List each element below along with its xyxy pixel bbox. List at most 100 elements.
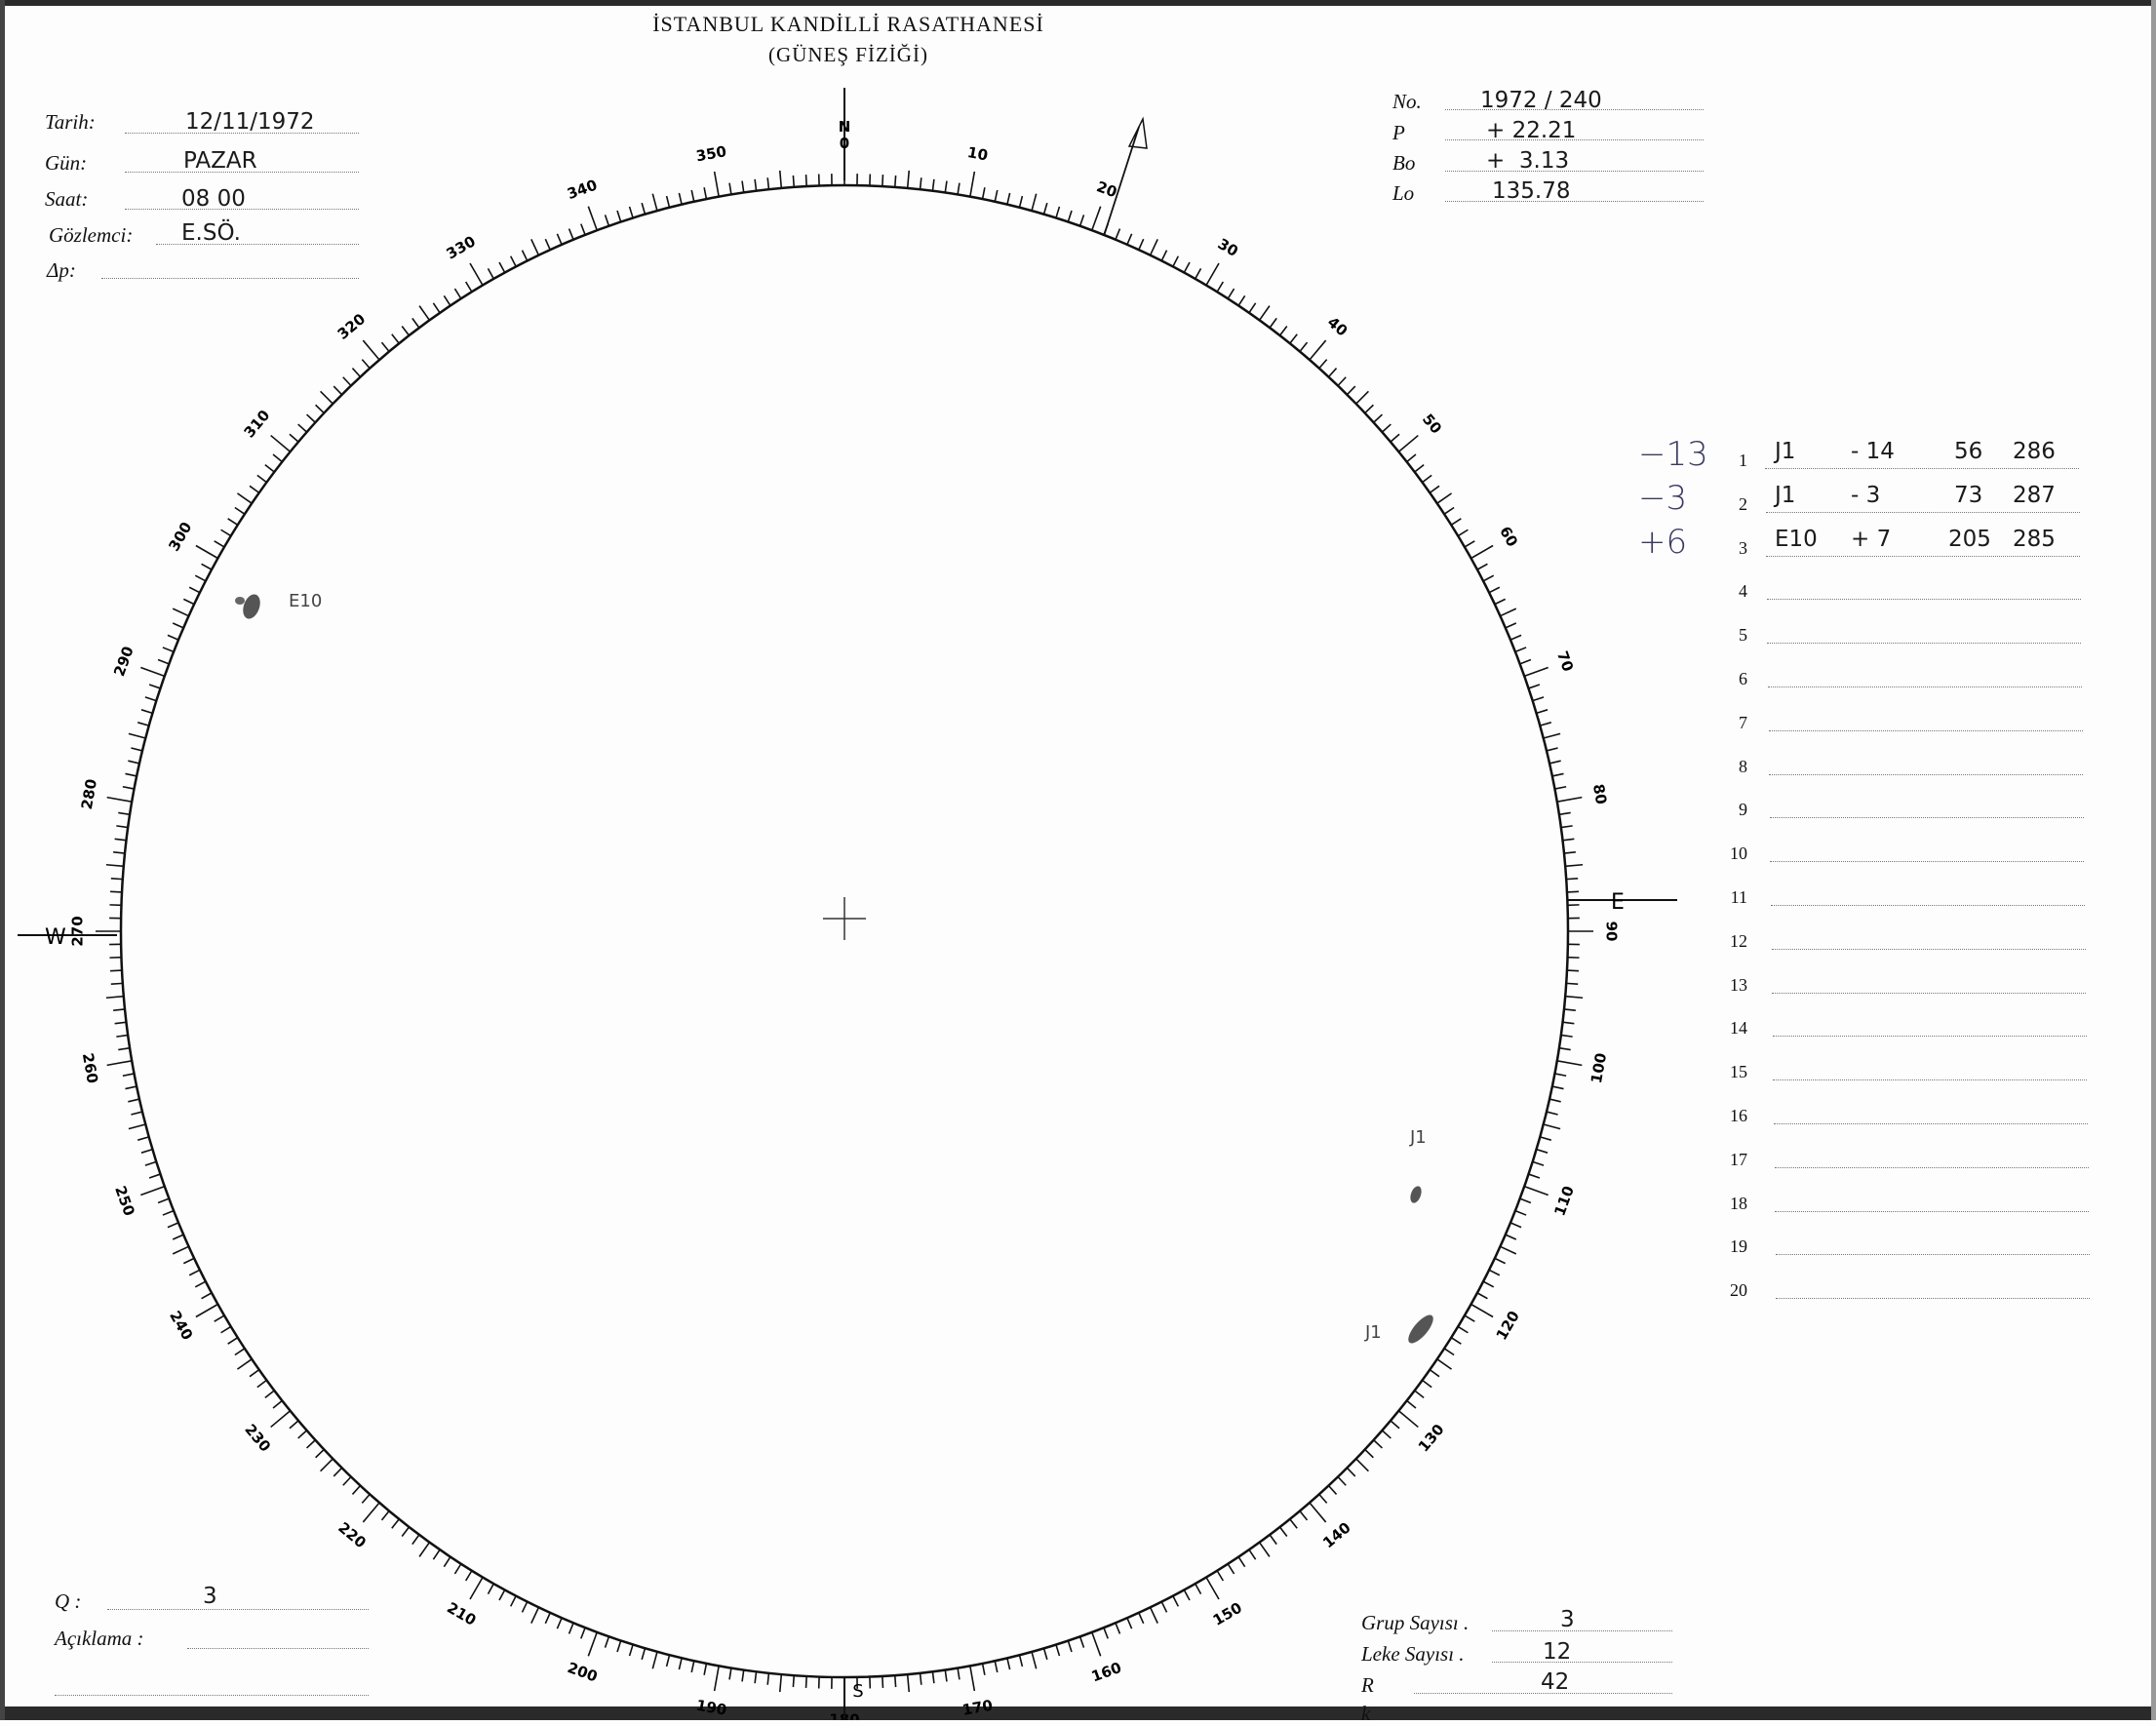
- sunspot-group: J1: [1364, 1312, 1437, 1348]
- spot-count-label: Leke Sayısı .: [1361, 1642, 1465, 1667]
- scale-label-210: 210: [444, 1599, 479, 1629]
- scale-label-130: 130: [1415, 1421, 1448, 1456]
- row-line: [1767, 643, 2081, 644]
- degree-tick: [1564, 1009, 1576, 1010]
- row-number: 19: [1718, 1236, 1747, 1257]
- degree-tick: [1328, 369, 1336, 377]
- degree-tick: [273, 1400, 282, 1408]
- degree-tick: [111, 983, 123, 984]
- degree-tick: [433, 1549, 440, 1559]
- degree-tick: [110, 970, 122, 971]
- degree-tick: [1537, 1150, 1548, 1154]
- group-cmd: 56: [1954, 439, 1982, 464]
- degree-tick: [1415, 1391, 1424, 1397]
- degree-tick: [995, 1661, 997, 1672]
- degree-tick: [189, 1270, 200, 1275]
- degree-tick: [1290, 334, 1297, 343]
- degree-tick: [1451, 519, 1461, 526]
- degree-tick: [290, 1421, 298, 1429]
- scale-label-240: 240: [166, 1308, 196, 1343]
- handwritten-note: +6: [1638, 523, 1687, 562]
- degree-tick: [1520, 660, 1531, 664]
- degree-tick: [321, 1459, 333, 1471]
- degree-tick: [1458, 530, 1468, 535]
- degree-tick: [307, 1440, 316, 1448]
- degree-tick: [343, 377, 351, 386]
- degree-tick: [1228, 289, 1234, 298]
- degree-tick: [1116, 229, 1119, 240]
- degree-tick: [1495, 1258, 1506, 1263]
- degree-tick: [1444, 1349, 1454, 1355]
- degree-tick: [298, 424, 307, 432]
- degree-tick: [196, 1305, 218, 1317]
- degree-tick: [307, 414, 316, 422]
- degree-tick: [1217, 282, 1223, 292]
- group-longitude: 285: [2013, 527, 2056, 552]
- degree-tick: [1260, 1543, 1270, 1557]
- scale-label-140: 140: [1319, 1518, 1354, 1551]
- degree-tick: [1547, 748, 1558, 751]
- description-line-2: [55, 1695, 369, 1696]
- degree-tick: [1020, 1655, 1023, 1667]
- row-line: [1766, 556, 2080, 557]
- degree-tick: [1533, 1161, 1544, 1165]
- degree-tick: [250, 486, 259, 492]
- degree-tick: [704, 187, 706, 199]
- row-number: 4: [1718, 581, 1747, 602]
- degree-tick: [106, 997, 124, 999]
- degree-tick: [1238, 1557, 1245, 1567]
- degree-tick: [125, 773, 137, 775]
- degree-tick: [195, 575, 206, 581]
- degree-tick: [1561, 826, 1573, 828]
- row-number: 16: [1718, 1106, 1747, 1126]
- sunspot-group: J1: [1408, 1127, 1427, 1204]
- degree-tick: [419, 306, 429, 321]
- degree-tick: [237, 1359, 252, 1369]
- degree-tick: [581, 1628, 585, 1638]
- degree-tick: [983, 1664, 985, 1675]
- scale-label-80: 80: [1589, 783, 1610, 806]
- degree-tick: [1391, 434, 1399, 442]
- degree-tick: [1300, 1511, 1308, 1520]
- degree-tick: [1391, 1421, 1399, 1429]
- degree-tick: [1407, 1400, 1416, 1408]
- degree-tick: [1319, 1494, 1327, 1503]
- degree-tick: [116, 1035, 128, 1037]
- degree-tick: [137, 723, 149, 726]
- degree-tick: [362, 360, 370, 369]
- degree-tick: [1489, 1270, 1500, 1275]
- spot-count-line: [1492, 1662, 1672, 1663]
- degree-tick: [1196, 268, 1201, 278]
- degree-tick: [402, 326, 409, 335]
- degree-tick: [1127, 234, 1132, 245]
- degree-tick: [381, 342, 389, 351]
- degree-tick: [1540, 1137, 1551, 1140]
- arrow-head-icon: [1129, 119, 1147, 148]
- degree-tick: [113, 1009, 125, 1010]
- degree-tick: [173, 1235, 183, 1239]
- east-label: E: [1611, 890, 1625, 915]
- degree-tick: [1506, 623, 1516, 628]
- degree-tick: [755, 179, 756, 191]
- scale-label-100: 100: [1588, 1051, 1610, 1084]
- degree-tick: [257, 1380, 267, 1387]
- degree-tick: [1290, 1519, 1297, 1528]
- degree-tick: [958, 183, 960, 195]
- degree-tick: [1080, 1636, 1084, 1647]
- handwritten-note: −13: [1638, 435, 1708, 474]
- scale-label-10: 10: [966, 143, 990, 164]
- degree-tick: [1356, 391, 1369, 404]
- degree-tick: [444, 295, 451, 305]
- degree-tick: [402, 1527, 409, 1537]
- row-line: [1769, 774, 2083, 775]
- degree-tick: [202, 564, 212, 569]
- row-number: 3: [1718, 538, 1747, 559]
- degree-tick: [271, 1411, 291, 1428]
- degree-tick: [755, 1671, 756, 1683]
- north-zero-label: 0: [840, 135, 849, 152]
- degree-tick: [1068, 1641, 1072, 1652]
- degree-tick: [1506, 1235, 1516, 1239]
- degree-tick: [522, 251, 527, 261]
- row-number: 18: [1718, 1194, 1747, 1214]
- degree-tick: [141, 710, 152, 714]
